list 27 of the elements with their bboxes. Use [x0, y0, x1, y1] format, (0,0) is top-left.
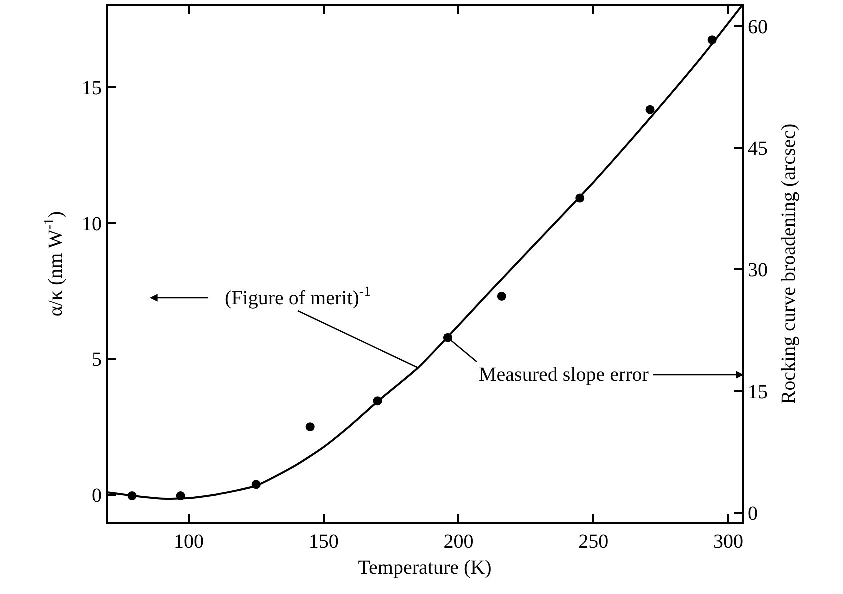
point: [646, 105, 655, 114]
x-tick-label: 200: [444, 531, 474, 553]
point: [576, 194, 585, 203]
point: [373, 396, 382, 406]
y2-tick-label: 60: [748, 16, 768, 38]
point: [252, 480, 261, 490]
x-tick-label: 250: [578, 531, 609, 553]
y2-axis-title: Rocking curve broadening (arcsec): [778, 124, 800, 404]
x-axis-title: Temperature (K): [358, 557, 492, 579]
x-tick-label: 300: [714, 531, 744, 553]
x-tick-label: 100: [174, 531, 204, 553]
y2-tick-label: 0: [748, 503, 758, 526]
y-tick-label: 0: [92, 484, 102, 507]
annotation: (Figure of merit)$^{-1}$: [225, 285, 372, 310]
point: [128, 492, 137, 501]
y-tick-label: 5: [92, 349, 102, 372]
point: [497, 292, 506, 301]
y2-tick-label: 15: [748, 381, 768, 404]
y-tick-label: 15: [82, 77, 102, 100]
y-tick-label: 10: [82, 213, 102, 236]
y2-tick-label: 30: [748, 260, 768, 282]
y2-tick-label: 45: [748, 138, 768, 160]
annotation: Measured slope error: [479, 364, 650, 386]
point: [708, 36, 717, 45]
x-tick-label: 150: [308, 531, 339, 553]
point: [176, 492, 186, 501]
point: [306, 422, 315, 432]
